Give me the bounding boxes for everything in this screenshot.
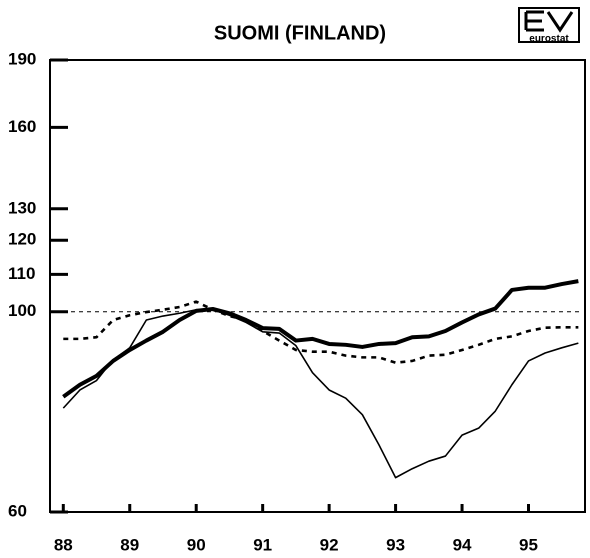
y-tick-label: 100 (8, 301, 36, 320)
logo-mark (524, 10, 574, 33)
logo-text: eurostat (529, 34, 569, 45)
y-tick-label: 60 (8, 501, 27, 520)
x-tick-label: 91 (253, 535, 272, 554)
logo: eurostat (518, 7, 580, 45)
chart-title: SUOMI (FINLAND) (214, 22, 386, 44)
x-tick-label: 90 (187, 535, 206, 554)
y-tick-label: 120 (8, 230, 36, 249)
y-tick-label: 110 (8, 264, 35, 283)
x-tick-label: 88 (54, 535, 73, 554)
x-tick-label: 93 (386, 535, 405, 554)
x-tick-label: 92 (320, 535, 339, 554)
logo-box (518, 7, 580, 43)
plot-frame (49, 59, 586, 513)
x-tick-label: 89 (120, 535, 139, 554)
series-line (63, 300, 579, 365)
y-tick-label: 190 (8, 49, 36, 68)
x-tick-label: 94 (453, 535, 472, 554)
series-line (62, 279, 579, 399)
y-tick-label: 130 (8, 198, 36, 217)
series-line (62, 308, 579, 479)
x-tick-label: 95 (519, 535, 538, 554)
y-tick-label: 160 (8, 117, 36, 136)
